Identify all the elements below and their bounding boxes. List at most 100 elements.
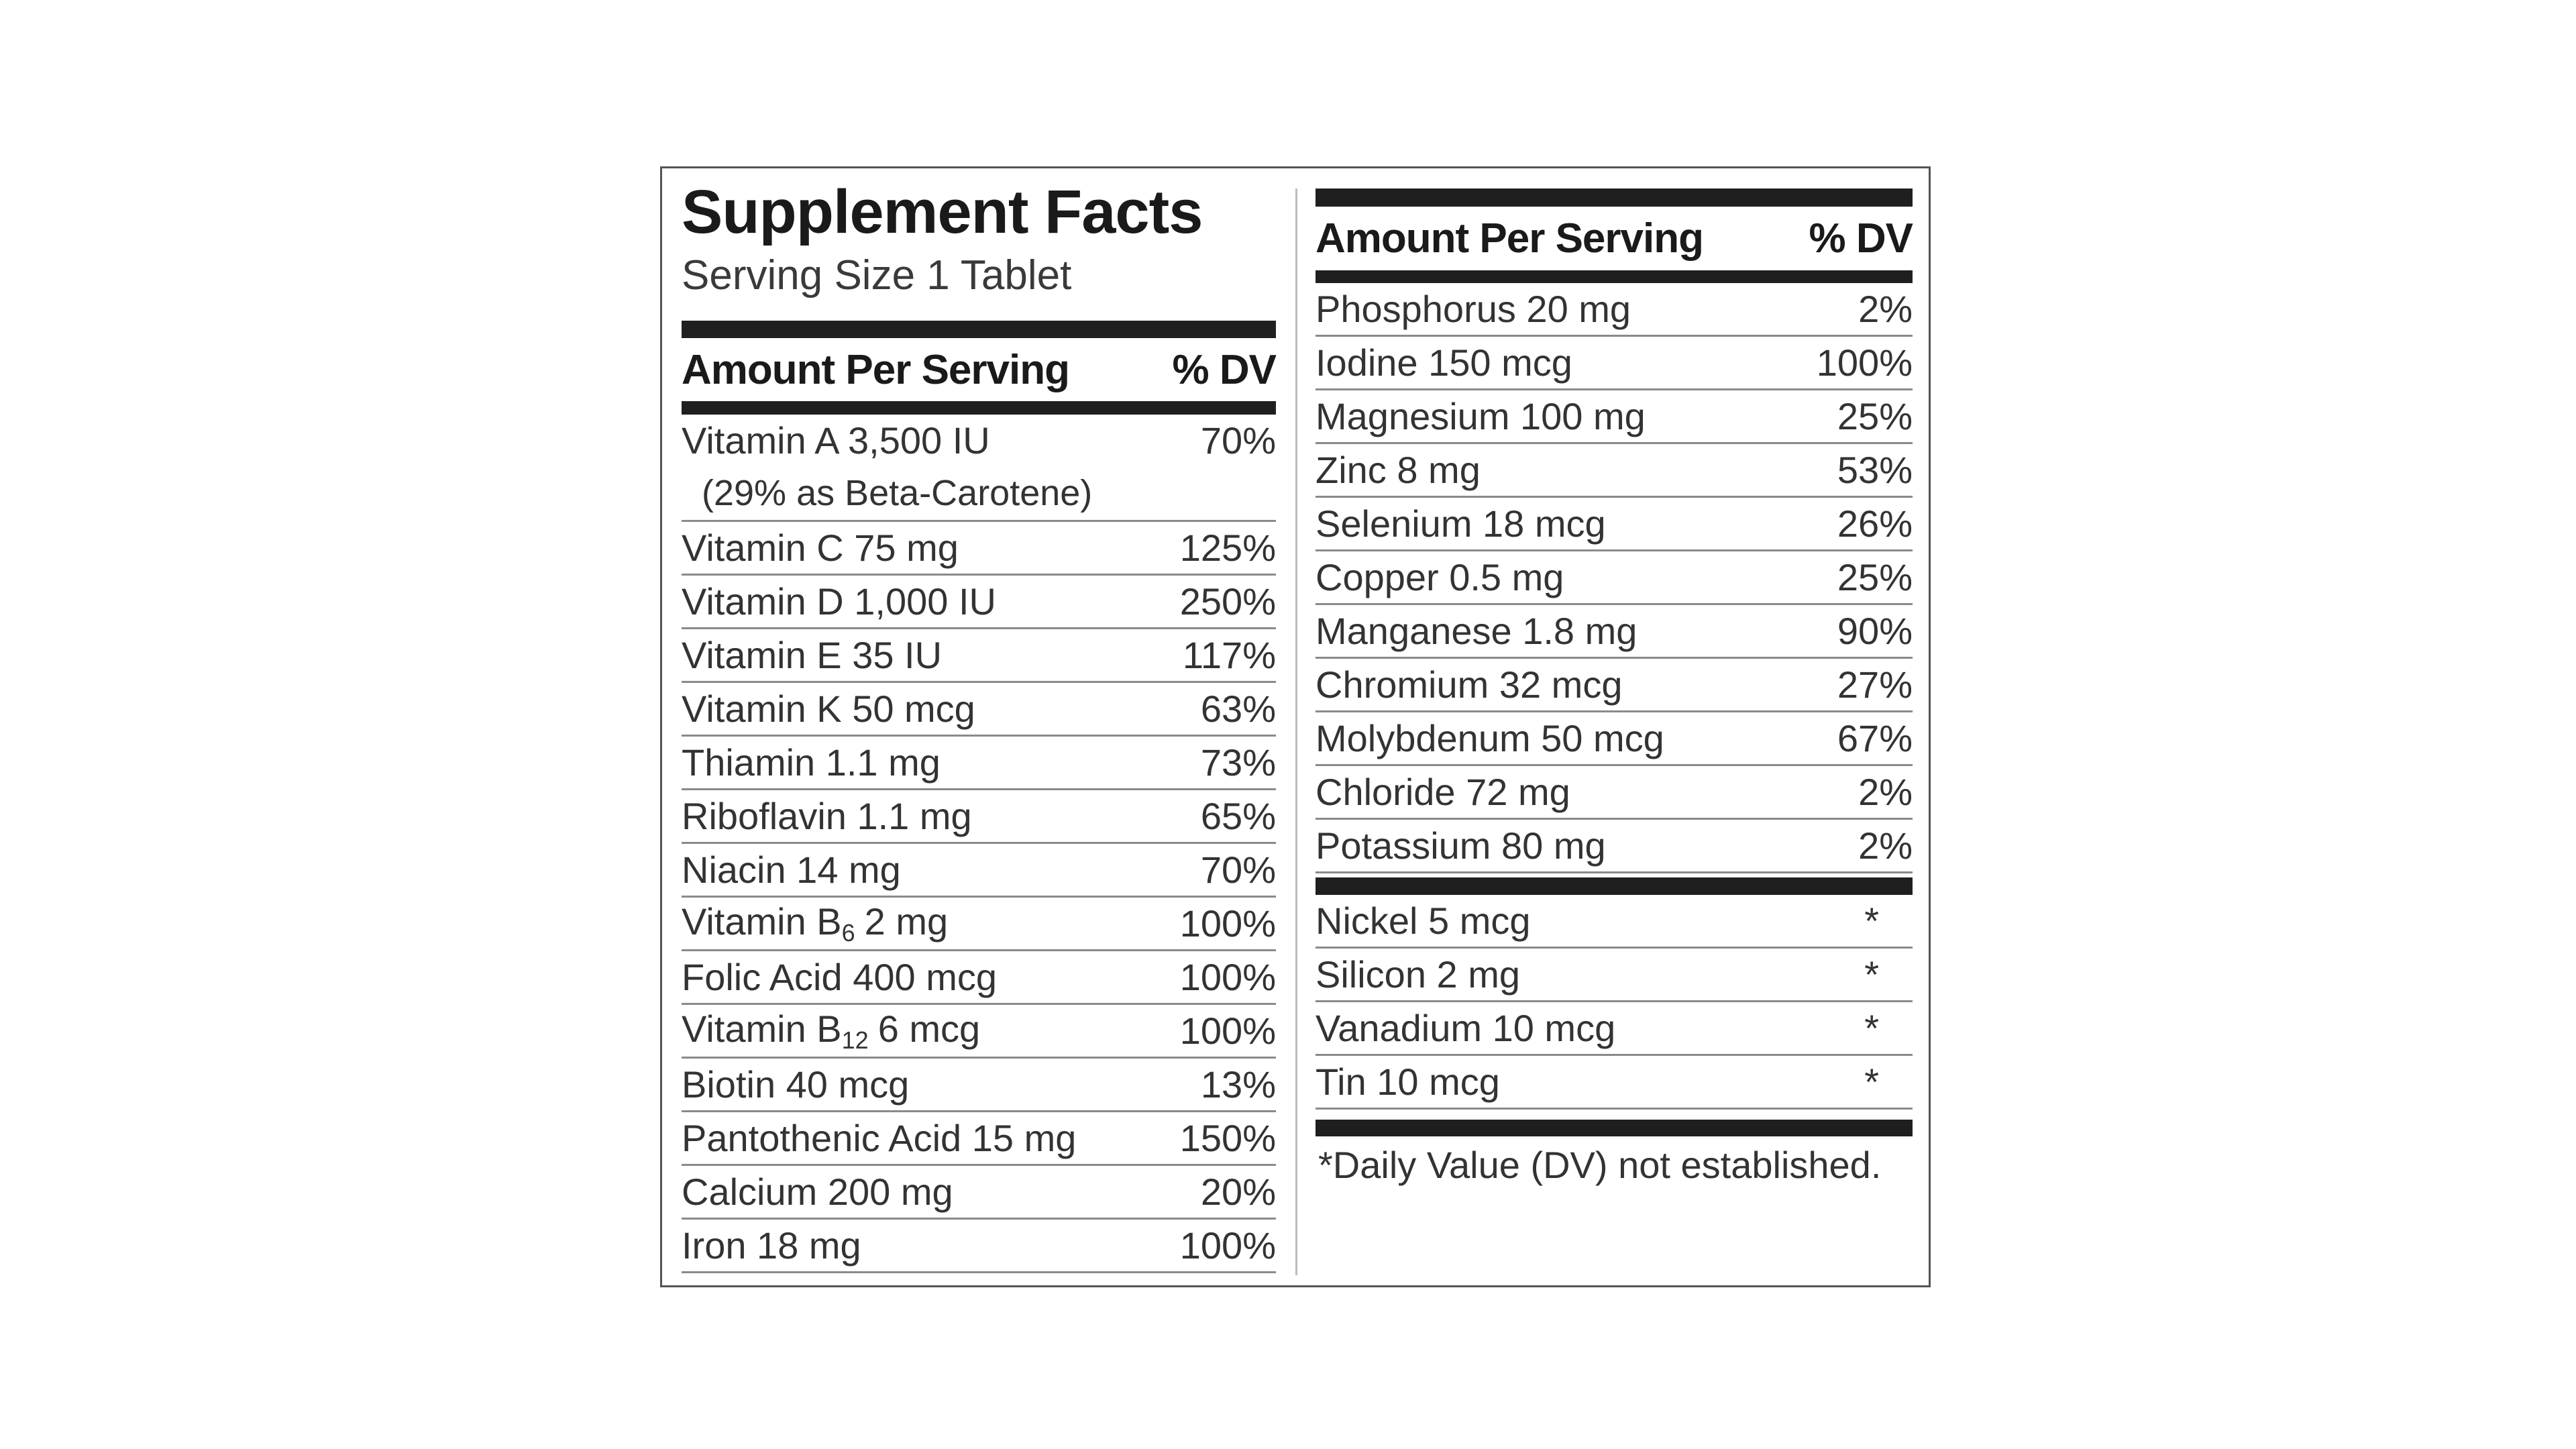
nutrient-list: Phosphorus 20 mg 2% Iodine 150 mcg 100% Magn…: [1316, 283, 1913, 873]
nutrient-name-line: Vitamin D 1,000 IU: [682, 580, 996, 623]
nutrient-row: Molybdenum 50 mcg 67%: [1316, 712, 1913, 766]
daily-value: 25%: [1837, 395, 1913, 437]
nutrient-name-line: Chloride 72 mg: [1316, 771, 1570, 813]
nutrient-name: Potassium 80 mg: [1316, 824, 1606, 867]
nutrient-row: Nickel 5 mcg *: [1316, 895, 1913, 949]
daily-value: 63%: [1200, 688, 1276, 730]
nutrient-name: Tin 10 mcg: [1316, 1060, 1500, 1104]
nutrient-row: Vitamin D 1,000 IU 250%: [682, 576, 1276, 629]
nutrient-row: Iodine 150 mcg 100%: [1316, 337, 1913, 390]
nutrient-row: Vanadium 10 mcg *: [1316, 1002, 1913, 1056]
daily-value: 73%: [1200, 741, 1276, 784]
name-part: 6 mcg: [877, 1008, 981, 1050]
nutrient-name: Silicon 2 mg: [1316, 953, 1520, 996]
nutrient-name: Iodine 150 mcg: [1316, 341, 1572, 384]
nutrient-name: Vitamin E 35 IU: [682, 633, 942, 677]
nutrient-row: Silicon 2 mg *: [1316, 949, 1913, 1002]
daily-value: 90%: [1837, 610, 1913, 652]
nutrient-name-line: Chromium 32 mcg: [1316, 663, 1623, 706]
nutrient-name: Phosphorus 20 mg: [1316, 287, 1631, 331]
daily-value: 26%: [1837, 502, 1913, 545]
daily-value: 25%: [1837, 556, 1913, 598]
nutrient-name-line: Vitamin B12 6 mcg: [682, 1008, 981, 1054]
daily-value: 100%: [1179, 1224, 1276, 1267]
nutrient-name-line: Copper 0.5 mg: [1316, 556, 1564, 598]
nutrient-row: Biotin 40 mcg 13%: [682, 1059, 1276, 1112]
nutrient-name: Vitamin D 1,000 IU: [682, 580, 996, 623]
nutrient-row: Calcium 200 mg 20%: [682, 1166, 1276, 1220]
nutrient-name: Vitamin A 3,500 IU (29% as Beta-Carotene): [682, 415, 1092, 519]
daily-value: 100%: [1816, 341, 1913, 384]
daily-value: 65%: [1200, 795, 1276, 837]
nutrient-name: Vitamin B6 2 mg: [682, 900, 948, 947]
thick-rule: [1316, 1120, 1913, 1136]
daily-value: 250%: [1179, 580, 1276, 623]
nutrient-row: Vitamin B6 2 mg 100%: [682, 898, 1276, 951]
amount-header: Amount Per Serving: [1316, 215, 1704, 262]
right-column: Amount Per Serving % DV Phosphorus 20 mg…: [1316, 168, 1913, 1187]
nutrient-name-line: Manganese 1.8 mg: [1316, 610, 1638, 652]
nutrient-name-line: Vitamin B6 2 mg: [682, 900, 949, 947]
nutrient-name-line: Selenium 18 mcg: [1316, 502, 1606, 545]
nutrient-name: Calcium 200 mg: [682, 1170, 953, 1214]
daily-value: 70%: [1200, 419, 1276, 462]
nutrient-row: Zinc 8 mg 53%: [1316, 444, 1913, 498]
nutrient-name-line: Iron 18 mg: [682, 1224, 861, 1267]
nutrient-row: Phosphorus 20 mg 2%: [1316, 283, 1913, 337]
nutrient-name: Riboflavin 1.1 mg: [682, 794, 972, 838]
daily-value: 27%: [1837, 663, 1913, 706]
nutrient-name: Molybdenum 50 mcg: [1316, 716, 1664, 760]
nutrient-name-line: Riboflavin 1.1 mg: [682, 795, 972, 837]
daily-value: 20%: [1200, 1171, 1276, 1213]
left-column: Supplement Facts Serving Size 1 Tablet A…: [682, 168, 1277, 1273]
nutrient-name-line: Niacin 14 mg: [682, 849, 901, 891]
column-divider: [1295, 189, 1297, 1275]
daily-value: 100%: [1179, 956, 1276, 998]
nutrient-name: Selenium 18 mcg: [1316, 502, 1606, 545]
nutrient-name: Thiamin 1.1 mg: [682, 741, 941, 784]
nutrient-name-line: Vanadium 10 mcg: [1316, 1007, 1616, 1049]
daily-value: 13%: [1200, 1063, 1276, 1106]
nutrient-name: Copper 0.5 mg: [1316, 555, 1564, 599]
thick-rule: [682, 321, 1276, 338]
daily-value: 150%: [1179, 1117, 1276, 1159]
nutrient-name: Magnesium 100 mg: [1316, 394, 1646, 438]
nutrient-name-line: Potassium 80 mg: [1316, 824, 1606, 867]
daily-value: 2%: [1858, 824, 1913, 867]
thick-rule: [1316, 189, 1913, 207]
nutrient-row: Potassium 80 mg 2%: [1316, 820, 1913, 873]
thick-rule: [1316, 877, 1913, 895]
nutrient-row: Pantothenic Acid 15 mg 150%: [682, 1112, 1276, 1166]
nutrient-name-line: Vitamin K 50 mcg: [682, 688, 975, 730]
nutrient-name: Niacin 14 mg: [682, 848, 901, 892]
name-part: 2 mg: [864, 900, 949, 943]
name-part: Vitamin B: [682, 1008, 842, 1050]
table-header: Amount Per Serving % DV: [1316, 207, 1913, 270]
nutrient-name: Nickel 5 mcg: [1316, 899, 1531, 943]
nutrient-row: Vitamin B12 6 mcg 100%: [682, 1005, 1276, 1059]
nutrient-name-line: Magnesium 100 mg: [1316, 395, 1646, 437]
nutrient-name: Vitamin C 75 mg: [682, 526, 959, 570]
daily-value: 53%: [1837, 449, 1913, 491]
name-part: Vitamin B: [682, 900, 842, 943]
nutrient-row: Vitamin K 50 mcg 63%: [682, 683, 1276, 737]
dv-header: % DV: [1809, 215, 1913, 262]
nutrient-row: Folic Acid 400 mcg 100%: [682, 951, 1276, 1005]
daily-value: 100%: [1179, 902, 1276, 945]
nutrient-name: Zinc 8 mg: [1316, 448, 1481, 492]
subscript: 6: [841, 919, 855, 947]
supplement-facts-label: Supplement Facts Serving Size 1 Tablet A…: [660, 166, 1931, 1287]
nutrient-name-line: Iodine 150 mcg: [1316, 341, 1572, 384]
serving-size: Serving Size 1 Tablet: [682, 252, 1072, 299]
nutrient-row: Niacin 14 mg 70%: [682, 844, 1276, 898]
nutrient-name-line: Thiamin 1.1 mg: [682, 741, 941, 784]
nutrient-row: Riboflavin 1.1 mg 65%: [682, 790, 1276, 844]
footnote: *Daily Value (DV) not established.: [1318, 1144, 1882, 1186]
nutrient-name: Pantothenic Acid 15 mg: [682, 1116, 1076, 1160]
nutrient-name-line: Vitamin A 3,500 IU: [682, 419, 990, 462]
dv-header: % DV: [1172, 346, 1277, 393]
nutrient-row: Tin 10 mcg *: [1316, 1056, 1913, 1110]
nutrient-name-line: Molybdenum 50 mcg: [1316, 717, 1664, 759]
nutrient-name: Chromium 32 mcg: [1316, 663, 1622, 706]
